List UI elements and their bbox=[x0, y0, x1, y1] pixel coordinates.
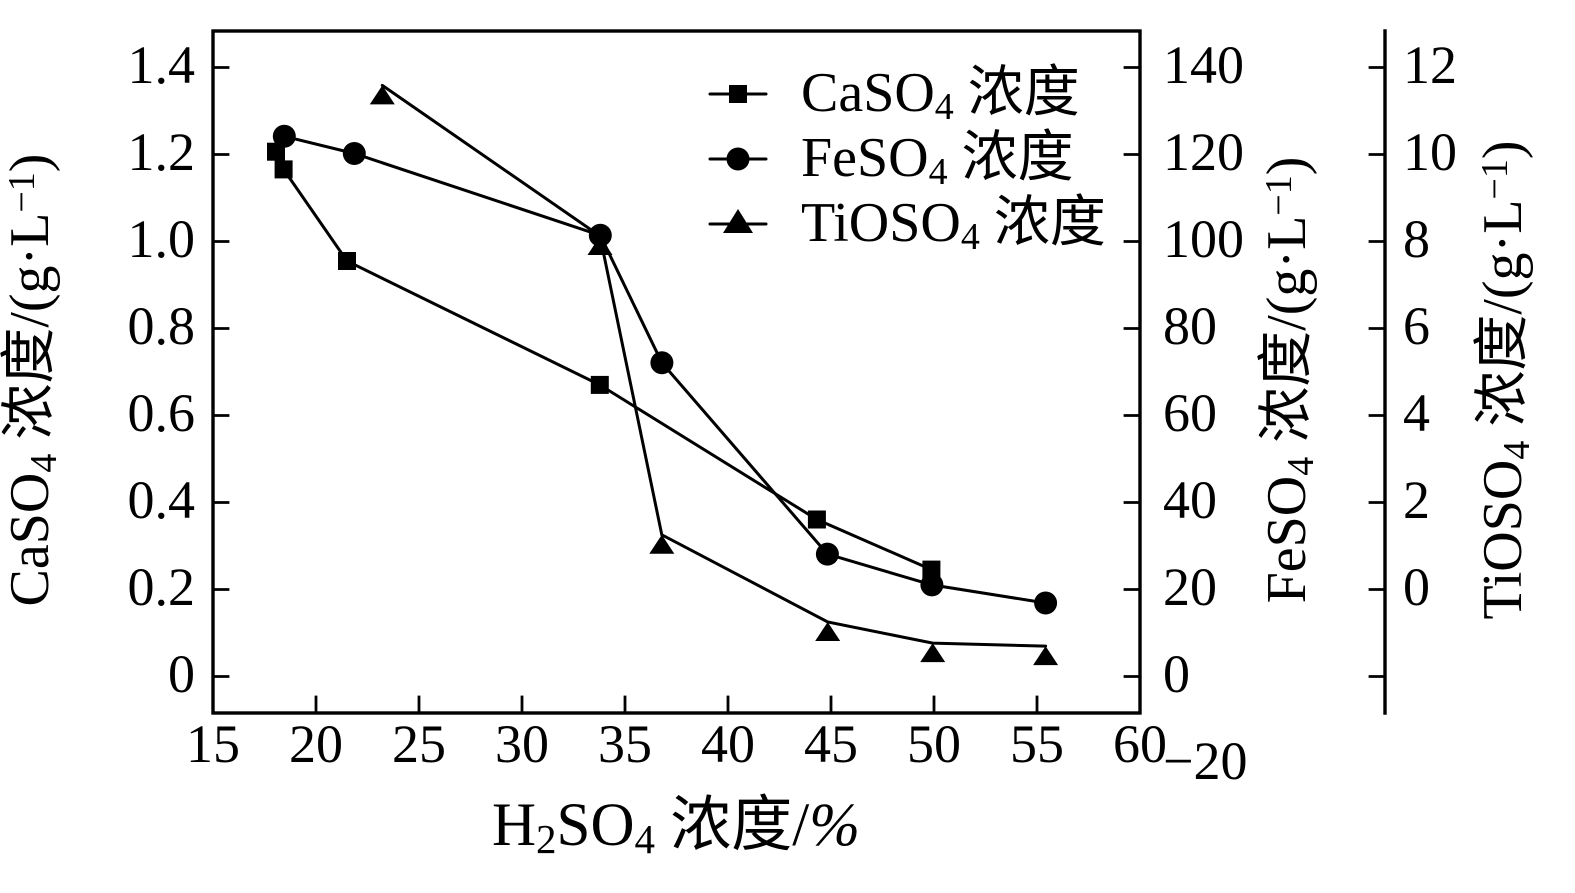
svg-text:0.4: 0.4 bbox=[128, 470, 196, 530]
svg-text:−20: −20 bbox=[1163, 731, 1247, 791]
svg-text:15: 15 bbox=[186, 714, 240, 774]
svg-text:20: 20 bbox=[1163, 557, 1217, 617]
svg-text:25: 25 bbox=[392, 714, 446, 774]
svg-text:CaSO4 浓度: CaSO4 浓度 bbox=[801, 62, 1080, 128]
svg-text:H2SO4 浓度/%: H2SO4 浓度/% bbox=[492, 792, 860, 862]
svg-text:0: 0 bbox=[1403, 557, 1430, 617]
svg-text:0.8: 0.8 bbox=[128, 296, 196, 356]
svg-text:10: 10 bbox=[1403, 122, 1457, 182]
svg-text:120: 120 bbox=[1163, 122, 1244, 182]
svg-text:40: 40 bbox=[701, 714, 755, 774]
svg-text:CaSO4 浓度/(g·L−1): CaSO4 浓度/(g·L−1) bbox=[0, 154, 65, 607]
svg-text:1.2: 1.2 bbox=[128, 122, 196, 182]
svg-text:0.2: 0.2 bbox=[128, 557, 196, 617]
svg-text:50: 50 bbox=[907, 714, 961, 774]
svg-text:1.0: 1.0 bbox=[128, 209, 196, 269]
svg-text:80: 80 bbox=[1163, 296, 1217, 356]
svg-text:60: 60 bbox=[1163, 383, 1217, 443]
svg-text:FeSO4 浓度: FeSO4 浓度 bbox=[801, 127, 1074, 193]
svg-text:FeSO4 浓度/(g·L−1): FeSO4 浓度/(g·L−1) bbox=[1256, 157, 1322, 604]
svg-text:0.6: 0.6 bbox=[128, 383, 196, 443]
svg-text:6: 6 bbox=[1403, 296, 1430, 356]
svg-text:TiOSO4 浓度: TiOSO4 浓度 bbox=[801, 192, 1106, 258]
svg-text:30: 30 bbox=[495, 714, 549, 774]
svg-text:0: 0 bbox=[1163, 644, 1190, 704]
svg-text:0: 0 bbox=[168, 644, 195, 704]
svg-text:4: 4 bbox=[1403, 383, 1430, 443]
svg-text:60: 60 bbox=[1113, 714, 1167, 774]
svg-text:55: 55 bbox=[1010, 714, 1064, 774]
svg-text:35: 35 bbox=[598, 714, 652, 774]
svg-text:140: 140 bbox=[1163, 35, 1244, 95]
svg-text:TiOSO4 浓度/(g·L−1): TiOSO4 浓度/(g·L−1) bbox=[1472, 141, 1538, 620]
svg-text:1.4: 1.4 bbox=[128, 35, 196, 95]
svg-text:2: 2 bbox=[1403, 470, 1430, 530]
svg-text:100: 100 bbox=[1163, 209, 1244, 269]
svg-text:12: 12 bbox=[1403, 35, 1457, 95]
svg-text:40: 40 bbox=[1163, 470, 1217, 530]
svg-text:8: 8 bbox=[1403, 209, 1430, 269]
svg-text:20: 20 bbox=[289, 714, 343, 774]
svg-text:45: 45 bbox=[804, 714, 858, 774]
